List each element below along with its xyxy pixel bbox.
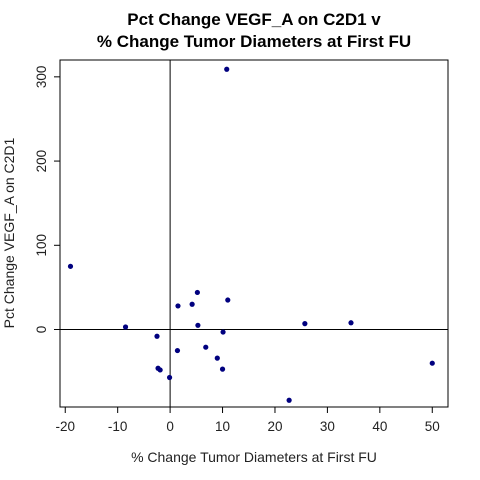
data-point (166, 374, 173, 381)
x-tick-label: 10 (215, 419, 230, 434)
x-axis: -20 -10 0 10 20 30 40 50 (55, 407, 440, 434)
data-point (429, 360, 435, 366)
y-axis-label: Pct Change VEGF_A on C2D1 (1, 137, 17, 328)
data-point (219, 366, 226, 372)
y-tick-label: 300 (34, 66, 49, 89)
data-point (348, 320, 354, 326)
data-point (122, 324, 129, 330)
x-tick-label: 40 (372, 419, 387, 434)
data-points (67, 66, 435, 403)
plot-frame (59, 59, 449, 408)
data-point (175, 303, 181, 309)
data-point (67, 263, 74, 269)
data-point (195, 322, 201, 328)
x-tick-label: 30 (320, 419, 335, 434)
y-axis: 0 100 200 300 (34, 66, 60, 334)
x-tick-label: -10 (108, 419, 128, 434)
data-point (174, 347, 181, 354)
x-axis-label: % Change Tumor Diameters at First FU (131, 449, 377, 465)
data-point (203, 344, 209, 350)
data-point (157, 367, 163, 373)
chart-subtitle: % Change Tumor Diameters at First FU (97, 32, 411, 51)
y-tick-label: 0 (34, 326, 49, 334)
data-point (154, 333, 160, 339)
chart-title: Pct Change VEGF_A on C2D1 v (127, 10, 381, 29)
data-point (286, 397, 292, 403)
data-point (220, 329, 226, 335)
x-tick-label: -20 (55, 419, 75, 434)
data-point (194, 289, 200, 296)
data-point (224, 66, 230, 72)
x-tick-label: 50 (425, 419, 440, 434)
data-point (189, 301, 195, 307)
y-tick-label: 200 (34, 150, 49, 173)
data-point (214, 355, 220, 361)
x-tick-label: 20 (267, 419, 282, 434)
x-tick-label: 0 (166, 419, 174, 434)
data-point (225, 297, 231, 303)
y-tick-label: 100 (34, 234, 49, 257)
data-point (302, 321, 308, 327)
